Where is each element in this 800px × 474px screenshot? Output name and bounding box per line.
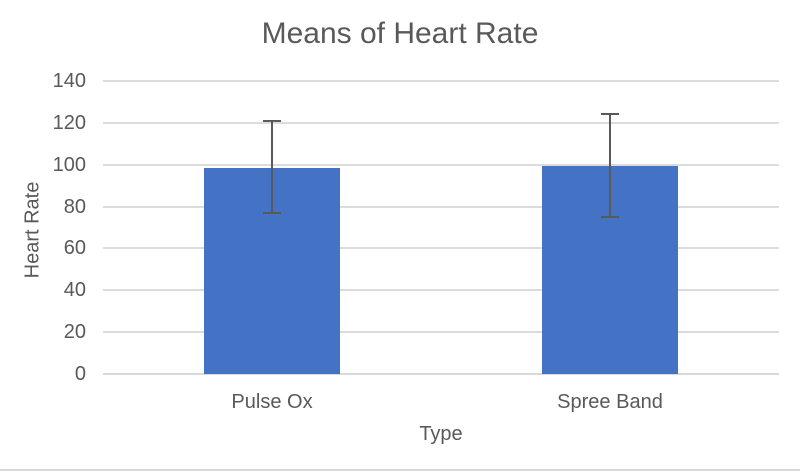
chart-bottom-border xyxy=(0,469,800,471)
gridline xyxy=(103,289,779,292)
y-tick-label: 100 xyxy=(52,153,86,176)
y-tick-label: 120 xyxy=(52,111,86,134)
y-tick-label: 40 xyxy=(63,279,86,302)
error-bar-cap-bottom xyxy=(263,211,281,214)
error-bar-cap-top xyxy=(601,113,619,116)
gridline xyxy=(103,373,779,375)
y-tick-label: 140 xyxy=(52,70,86,92)
y-tick-label: 80 xyxy=(63,195,86,218)
category-label: Spree Band xyxy=(557,391,663,413)
gridline xyxy=(103,205,779,208)
category-label: Pulse Ox xyxy=(231,391,313,413)
gridline xyxy=(103,163,779,166)
gridline xyxy=(103,331,779,334)
error-bar-cap-top xyxy=(263,119,281,122)
y-tick-label: 0 xyxy=(74,363,86,385)
error-bar-line xyxy=(271,120,273,213)
error-bar-line xyxy=(609,114,611,218)
gridline xyxy=(103,247,779,250)
gridline xyxy=(103,121,779,124)
gridline xyxy=(103,80,779,82)
x-axis-title: Type xyxy=(419,423,463,445)
y-tick-label: 60 xyxy=(63,237,86,260)
chart-title: Means of Heart Rate xyxy=(261,17,539,50)
error-bar-cap-bottom xyxy=(601,216,619,219)
y-tick-label: 20 xyxy=(63,321,86,344)
